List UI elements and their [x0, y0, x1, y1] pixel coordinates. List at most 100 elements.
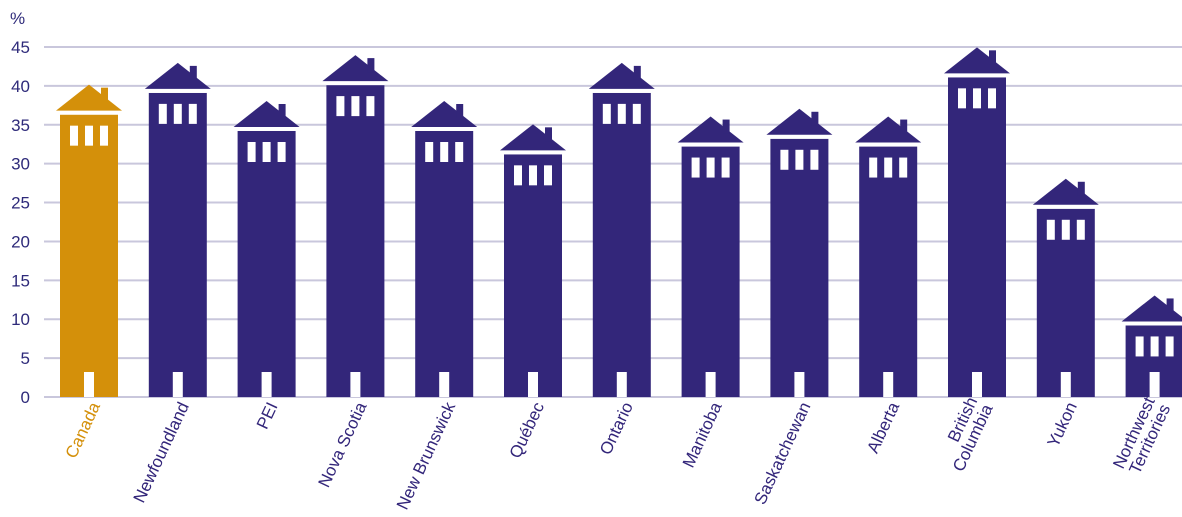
bar-window: [1061, 219, 1070, 240]
bar: [677, 116, 744, 397]
bar-roof: [677, 116, 744, 143]
bar-window: [440, 142, 449, 162]
y-tick-label: 40: [11, 77, 30, 96]
bar-eave: [681, 144, 740, 147]
bar-chimney: [456, 104, 464, 118]
x-tick-label: Ontario: [596, 399, 637, 458]
bar-chimney: [633, 65, 641, 80]
bar-door: [1149, 372, 1160, 397]
x-tick-label-line: Canada: [62, 399, 105, 461]
bar-window: [100, 125, 108, 146]
bar-window: [173, 103, 182, 124]
bar-eave: [415, 129, 474, 131]
bar: [144, 62, 211, 397]
x-tick-label-line: Manitoba: [679, 399, 726, 471]
y-tick-label: 0: [21, 388, 30, 407]
bar-window: [1046, 219, 1055, 240]
bar-roof: [1121, 295, 1182, 322]
bar-roof: [766, 108, 833, 135]
bar-door: [794, 372, 805, 397]
y-tick-label: 5: [21, 349, 30, 368]
bar-eave: [504, 152, 562, 155]
bar-door: [705, 372, 716, 397]
bar-window: [795, 149, 804, 170]
bar-roof: [411, 101, 478, 127]
bar-window: [780, 149, 789, 170]
bar-body: [415, 131, 474, 397]
bar-window: [706, 157, 715, 178]
bar-window: [514, 165, 522, 186]
bar-body: [237, 131, 296, 397]
bar-door: [972, 372, 982, 397]
x-tick-label-line: Saskatchewan: [751, 399, 815, 507]
bar-chimney: [722, 119, 730, 134]
x-tick-label: BritishColumbia: [934, 394, 997, 475]
bar-eave: [592, 90, 651, 93]
bar-chimney: [189, 65, 197, 80]
bar-eave: [326, 83, 385, 86]
x-tick-label-line: Ontario: [596, 399, 637, 458]
bar-eave: [148, 90, 207, 93]
bar: [1121, 295, 1182, 397]
bar-body: [504, 154, 562, 397]
x-tick-label-line: PEI: [253, 399, 282, 432]
bar-window: [529, 165, 537, 186]
bar-roof: [144, 62, 211, 89]
x-tick-label: Nova Scotia: [315, 399, 371, 491]
bar: [500, 124, 566, 397]
bar-window: [70, 125, 78, 146]
x-tick-label: New Brunswick: [393, 399, 460, 513]
bar: [944, 47, 1010, 397]
bar-roof: [500, 124, 566, 151]
x-tick-label: PEI: [253, 399, 282, 432]
bar-window: [425, 142, 434, 162]
bar-chimney: [1077, 181, 1085, 196]
y-axis-unit-label: %: [10, 9, 25, 28]
bar-eave: [60, 112, 118, 115]
bar-window: [617, 103, 626, 124]
x-tick-label-line: Newfoundland: [130, 399, 193, 506]
bar-body: [148, 92, 207, 397]
bar: [1032, 178, 1099, 397]
y-tick-label: 30: [11, 155, 30, 174]
bar-window: [351, 96, 360, 117]
bar-window: [958, 88, 966, 109]
y-tick-label: 10: [11, 310, 30, 329]
bar-chimney: [545, 127, 552, 142]
y-tick-label: 35: [11, 116, 30, 135]
x-tick-label: Yukon: [1044, 399, 1081, 450]
x-tick-label-line: New Brunswick: [393, 399, 460, 513]
bar-body: [60, 114, 118, 398]
y-tick-label: 45: [11, 38, 30, 57]
y-tick-label: 25: [11, 194, 30, 213]
bar-window: [602, 103, 611, 124]
bar-window: [632, 103, 641, 124]
bar: [855, 116, 922, 397]
bar-door: [528, 372, 538, 397]
bar-window: [247, 142, 256, 162]
x-tick-label-line: Yukon: [1044, 399, 1081, 450]
bar-window: [988, 88, 996, 109]
bar: [588, 62, 655, 397]
bar-window: [277, 142, 286, 162]
bar-door: [1060, 372, 1071, 397]
x-tick-label: Alberta: [863, 399, 903, 456]
y-axis-ticks: 0 5 10 15 20 25 30 35 40 45: [11, 38, 30, 407]
bar: [411, 101, 478, 397]
bar: [322, 55, 389, 397]
bar-door: [350, 372, 361, 397]
bar-roof: [322, 55, 389, 82]
bar-window: [691, 157, 700, 178]
bar-chimney: [989, 50, 996, 65]
bar-window: [366, 96, 375, 117]
bar-window: [869, 157, 878, 178]
bar-window: [85, 125, 93, 146]
bars: [56, 47, 1182, 398]
bar-eave: [859, 144, 918, 147]
bar-body: [681, 146, 740, 397]
bar-door: [439, 372, 450, 397]
bar-chimney: [101, 87, 108, 102]
bar-window: [810, 149, 819, 170]
bar-body: [948, 77, 1006, 397]
